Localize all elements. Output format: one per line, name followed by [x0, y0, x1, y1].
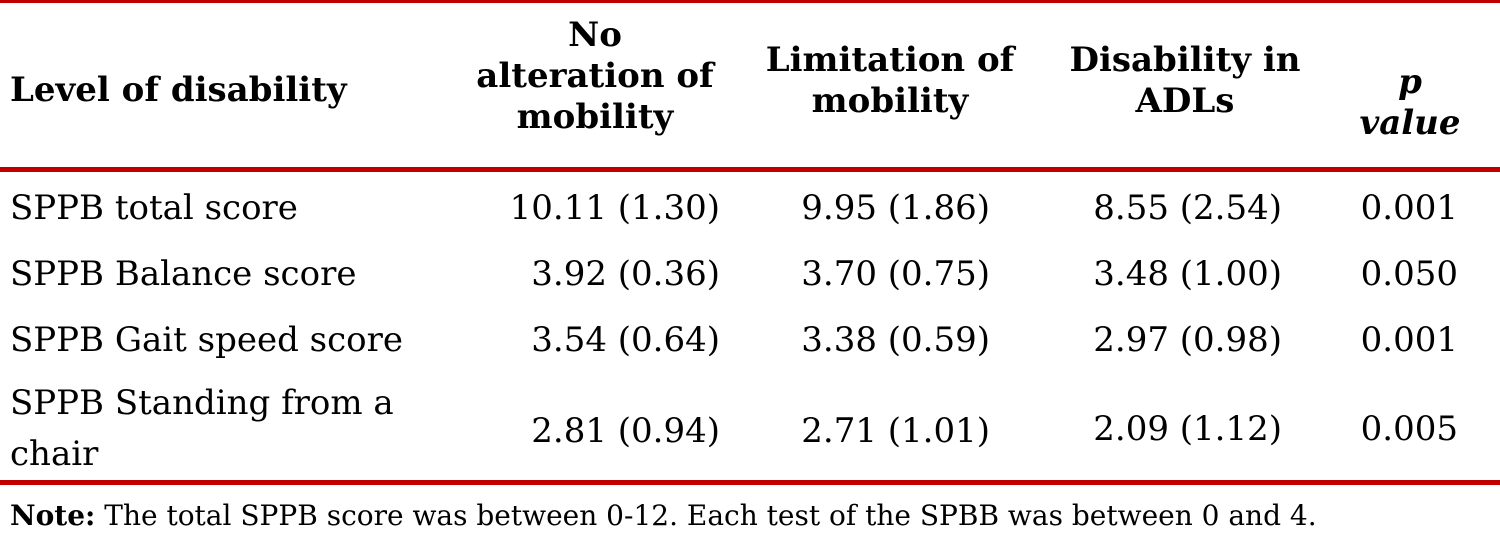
row-3-disability: 2.97 (0.98) — [1093, 320, 1282, 360]
header-level-of-disability: Level of disability — [10, 70, 450, 111]
row-2-disability: 3.48 (1.00) — [1093, 254, 1282, 294]
header-no-alteration-line-2: alteration of — [476, 56, 714, 96]
note-text: The total SPPB score was between 0-12. E… — [104, 499, 1317, 532]
header-p-value-line-2: value — [1359, 103, 1461, 143]
header-disability: Disability in ADLs — [1045, 40, 1325, 122]
row-1-disability: 8.55 (2.54) — [1093, 188, 1282, 228]
row-4-label: SPPB Standing from a chair — [10, 378, 450, 480]
header-disability-line-1: Disability in — [1069, 40, 1301, 80]
header-disability-line-2: ADLs — [1135, 81, 1235, 121]
table-bottom-rule — [0, 480, 1500, 485]
row-1-p-value: 0.001 — [1360, 188, 1458, 228]
header-limitation-line-2: mobility — [811, 81, 969, 121]
table-top-rule — [0, 0, 1500, 3]
header-p-value: p value — [1335, 62, 1485, 144]
table-header-rule — [0, 167, 1500, 172]
row-2-p-value: 0.050 — [1360, 254, 1458, 294]
header-limitation-line-1: Limitation of — [765, 40, 1015, 80]
row-2-label: SPPB Balance score — [10, 254, 357, 294]
note-label: Note: — [10, 499, 96, 532]
row-3-limitation: 3.38 (0.59) — [801, 320, 990, 360]
header-no-alteration-line-1: No — [568, 15, 622, 55]
row-3-no-alteration: 3.54 (0.64) — [531, 320, 720, 360]
row-1-label: SPPB total score — [10, 188, 298, 228]
header-no-alteration-line-3: mobility — [516, 97, 674, 137]
header-limitation: Limitation of mobility — [750, 40, 1030, 122]
row-3-label: SPPB Gait speed score — [10, 320, 403, 360]
row-4-limitation: 2.71 (1.01) — [801, 411, 990, 451]
table-note: Note: The total SPPB score was between 0… — [10, 496, 1317, 536]
row-3-p-value: 0.001 — [1360, 320, 1458, 360]
header-p-value-line-1: p — [1398, 62, 1422, 102]
row-2-no-alteration: 3.92 (0.36) — [531, 254, 720, 294]
row-1-limitation: 9.95 (1.86) — [801, 188, 990, 228]
row-4-label-line-2: chair — [10, 434, 99, 474]
header-level-text: Level of disability — [10, 70, 347, 110]
row-1-no-alteration: 10.11 (1.30) — [509, 188, 720, 228]
row-4-p-value: 0.005 — [1360, 409, 1458, 449]
row-4-disability: 2.09 (1.12) — [1093, 409, 1282, 449]
row-2-limitation: 3.70 (0.75) — [801, 254, 990, 294]
row-4-label-line-1: SPPB Standing from a — [10, 383, 394, 423]
row-4-no-alteration: 2.81 (0.94) — [531, 411, 720, 451]
header-no-alteration: No alteration of mobility — [455, 15, 735, 138]
